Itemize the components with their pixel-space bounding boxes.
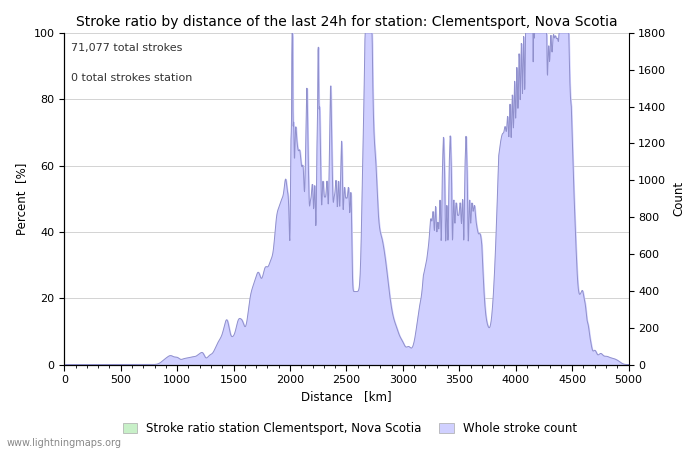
Text: www.lightningmaps.org: www.lightningmaps.org (7, 438, 122, 448)
Y-axis label: Count: Count (672, 181, 685, 216)
Y-axis label: Percent  [%]: Percent [%] (15, 162, 28, 235)
Text: 0 total strokes station: 0 total strokes station (71, 73, 192, 83)
Legend: Stroke ratio station Clementsport, Nova Scotia, Whole stroke count: Stroke ratio station Clementsport, Nova … (118, 417, 582, 440)
Title: Stroke ratio by distance of the last 24h for station: Clementsport, Nova Scotia: Stroke ratio by distance of the last 24h… (76, 15, 617, 29)
Text: 71,077 total strokes: 71,077 total strokes (71, 43, 183, 53)
X-axis label: Distance   [km]: Distance [km] (301, 391, 392, 404)
